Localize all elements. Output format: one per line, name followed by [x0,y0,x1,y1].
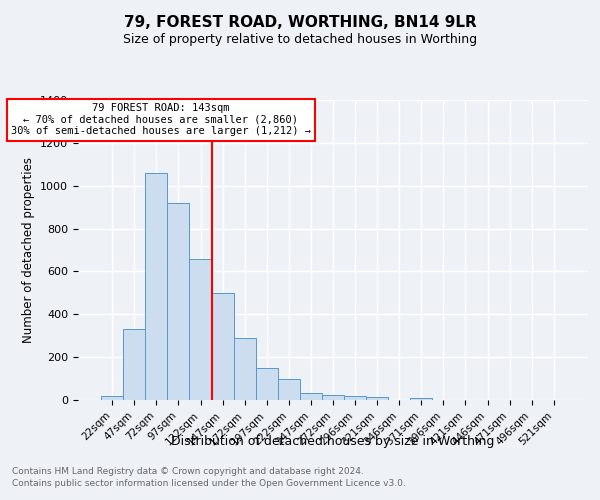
Bar [344,396,366,400]
Text: Distribution of detached houses by size in Worthing: Distribution of detached houses by size … [172,434,494,448]
Bar [366,398,388,400]
Text: Size of property relative to detached houses in Worthing: Size of property relative to detached ho… [123,32,477,46]
Bar [410,398,433,400]
Bar [278,378,300,400]
Text: 79, FOREST ROAD, WORTHING, BN14 9LR: 79, FOREST ROAD, WORTHING, BN14 9LR [124,15,476,30]
Bar [233,338,256,400]
Y-axis label: Number of detached properties: Number of detached properties [22,157,35,343]
Bar [167,203,190,400]
Text: Contains HM Land Registry data © Crown copyright and database right 2024.: Contains HM Land Registry data © Crown c… [12,467,364,476]
Bar [212,293,233,400]
Bar [256,368,278,400]
Text: 79 FOREST ROAD: 143sqm
← 70% of detached houses are smaller (2,860)
30% of semi-: 79 FOREST ROAD: 143sqm ← 70% of detached… [11,103,311,136]
Bar [145,173,167,400]
Bar [322,394,344,400]
Bar [190,258,212,400]
Bar [300,392,322,400]
Text: Contains public sector information licensed under the Open Government Licence v3: Contains public sector information licen… [12,478,406,488]
Bar [123,330,145,400]
Bar [101,396,123,400]
